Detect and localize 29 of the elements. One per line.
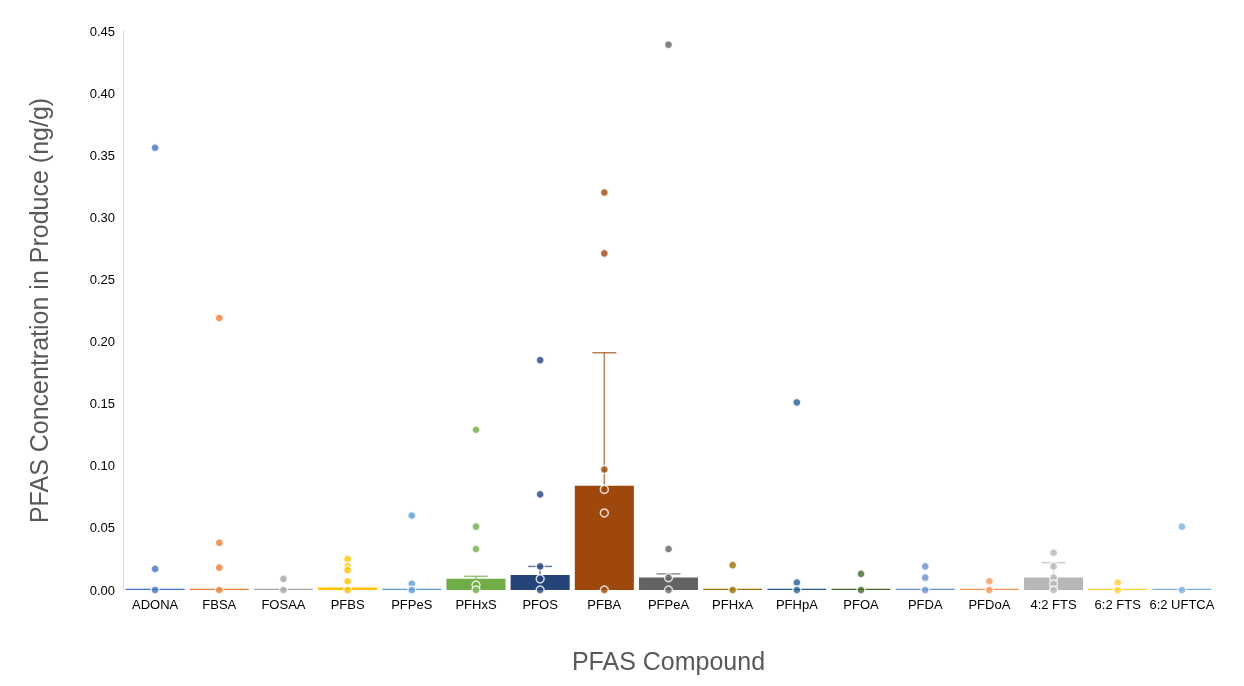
x-tick-label: PFHxA [712,597,754,612]
x-tick-label: PFBS [330,597,365,612]
x-tick-label: PFPeA [647,597,690,612]
y-tick-label: 0.35 [89,147,115,163]
x-tick-label: PFHxS [455,597,497,612]
x-tick-label: FBSA [202,597,237,612]
x-tick-label: PFPeS [391,597,433,612]
x-tick-label: 6:2 UFTCA [1149,597,1215,612]
y-axis-title: PFAS Concentration in Produce (ng/g) [24,97,53,524]
x-tick-label: PFOS [522,597,559,612]
x-tick-label: PFBA [587,597,622,612]
x-tick-label: ADONA [131,597,179,612]
x-axis-title: PFAS Compound [571,646,766,675]
x-tick-label: 6:2 FTS [1094,597,1142,612]
y-tick-label: 0.15 [89,396,115,412]
y-tick-label: 0.10 [89,458,115,474]
x-tick-label: FOSAA [261,597,306,612]
x-tick-label: PFOA [843,597,880,612]
x-tick-label: PFHpA [775,597,819,612]
x-tick-label: PFDoA [968,597,1011,612]
y-tick-label: 0.00 [89,582,115,598]
x-tick-label: PFDA [907,597,943,612]
y-tick-label: 0.20 [89,334,115,350]
y-tick-label: 0.25 [89,271,115,287]
y-tick-label: 0.40 [89,85,115,101]
x-tick-label: 4:2 FTS [1030,597,1077,612]
y-tick-label: 0.45 [89,23,115,39]
y-tick-label: 0.30 [89,209,115,225]
y-tick-label: 0.05 [89,520,115,536]
